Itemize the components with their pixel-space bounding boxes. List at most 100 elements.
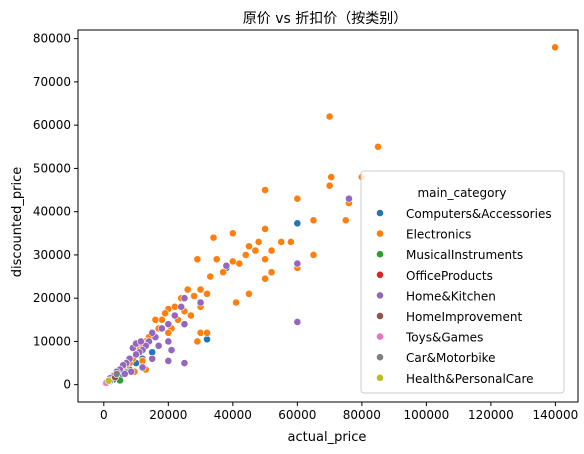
data-point: [228, 257, 237, 266]
x-tick-label: 140000: [533, 408, 579, 422]
points-layer: [101, 43, 559, 388]
data-point: [127, 367, 136, 376]
data-point: [309, 251, 318, 259]
y-tick-label: 40000: [33, 205, 71, 219]
legend-label: Home&Kitchen: [406, 289, 496, 303]
data-point: [203, 328, 211, 337]
data-point: [154, 341, 163, 350]
data-point: [261, 255, 269, 264]
data-point: [138, 357, 147, 365]
legend-label: OfficeProducts: [406, 269, 493, 283]
data-point: [170, 311, 179, 320]
plot-frame: [77, 29, 579, 403]
data-point: [196, 328, 205, 337]
legend-label: Toys&Games: [405, 331, 483, 345]
data-point: [267, 246, 276, 255]
data-point: [287, 238, 295, 246]
data-point: [203, 289, 211, 298]
x-tick-label: 60000: [278, 408, 316, 422]
data-point: [341, 216, 350, 225]
x-tick-label: 0: [100, 408, 108, 422]
data-point: [120, 369, 129, 378]
data-point: [180, 320, 189, 329]
data-point: [219, 268, 228, 277]
data-point: [293, 219, 302, 228]
data-point: [232, 298, 240, 307]
data-point: [261, 274, 269, 283]
data-point: [161, 309, 169, 318]
y-tick-label: 0: [63, 378, 71, 392]
chart-title: 原价 vs 折扣价（按类别）: [243, 11, 407, 27]
data-point: [251, 246, 260, 255]
y-axis-label: discounted_price: [10, 167, 25, 277]
x-axis-label: actual_price: [288, 430, 367, 445]
data-point: [374, 142, 382, 151]
data-point: [193, 337, 202, 346]
legend: main_category Computers&Accessories Elect…: [360, 170, 565, 394]
data-point: [148, 328, 157, 337]
data-point: [228, 229, 237, 238]
legend-label: HomeImprovement: [406, 310, 522, 324]
data-point: [164, 320, 173, 329]
legend-marker: [376, 373, 384, 382]
data-point: [167, 346, 176, 354]
x-tick-label: 40000: [214, 408, 252, 422]
data-point: [277, 238, 286, 246]
data-point: [193, 255, 202, 264]
data-point: [104, 376, 113, 385]
data-point: [209, 233, 218, 242]
y-tick-label: 10000: [33, 334, 71, 348]
legend-items: Computers&Accessories Electronics MusicalI…: [376, 207, 552, 386]
y-tick-label: 70000: [33, 75, 71, 89]
x-tick-label: 100000: [403, 408, 449, 422]
legend-marker: [376, 332, 384, 341]
data-point: [151, 315, 160, 324]
data-point: [187, 311, 195, 320]
legend-marker: [376, 270, 384, 279]
data-point: [222, 261, 231, 270]
y-axis: 0 10000 20000 30000 40000 50000 60000 70000 8000…: [33, 32, 78, 392]
data-point: [148, 354, 157, 363]
data-point: [132, 350, 140, 359]
x-tick-label: 20000: [149, 408, 187, 422]
y-tick-label: 20000: [33, 291, 71, 305]
data-point: [254, 238, 263, 246]
data-point: [177, 302, 186, 311]
legend-marker: [376, 312, 384, 320]
data-point: [170, 302, 179, 311]
x-tick-label: 120000: [468, 408, 514, 422]
data-point: [293, 259, 302, 268]
data-point: [206, 272, 215, 281]
legend-label: Car&Motorbike: [406, 351, 496, 365]
data-point: [267, 268, 276, 277]
data-point: [138, 363, 147, 372]
data-point: [293, 194, 302, 203]
data-point: [261, 186, 269, 194]
data-point: [235, 259, 244, 268]
data-point: [183, 285, 192, 294]
y-tick-label: 50000: [33, 161, 71, 175]
data-point: [190, 292, 199, 300]
data-point: [212, 255, 221, 264]
data-point: [309, 216, 318, 225]
data-point: [148, 348, 157, 357]
legend-label: Health&PersonalCare: [406, 372, 534, 386]
data-point: [164, 357, 173, 365]
data-point: [327, 173, 336, 181]
legend-marker: [376, 209, 384, 217]
data-point: [180, 359, 189, 367]
data-point: [325, 112, 334, 121]
legend-label: MusicalInstruments: [406, 248, 523, 262]
legend-marker: [376, 353, 384, 362]
data-point: [245, 242, 253, 251]
data-point: [180, 294, 189, 303]
data-point: [203, 335, 211, 344]
data-point: [112, 369, 121, 378]
data-point: [241, 251, 250, 259]
legend-title: main_category: [417, 186, 506, 200]
data-point: [345, 194, 353, 203]
data-point: [245, 289, 253, 298]
data-point: [164, 328, 173, 337]
data-point: [551, 43, 559, 52]
